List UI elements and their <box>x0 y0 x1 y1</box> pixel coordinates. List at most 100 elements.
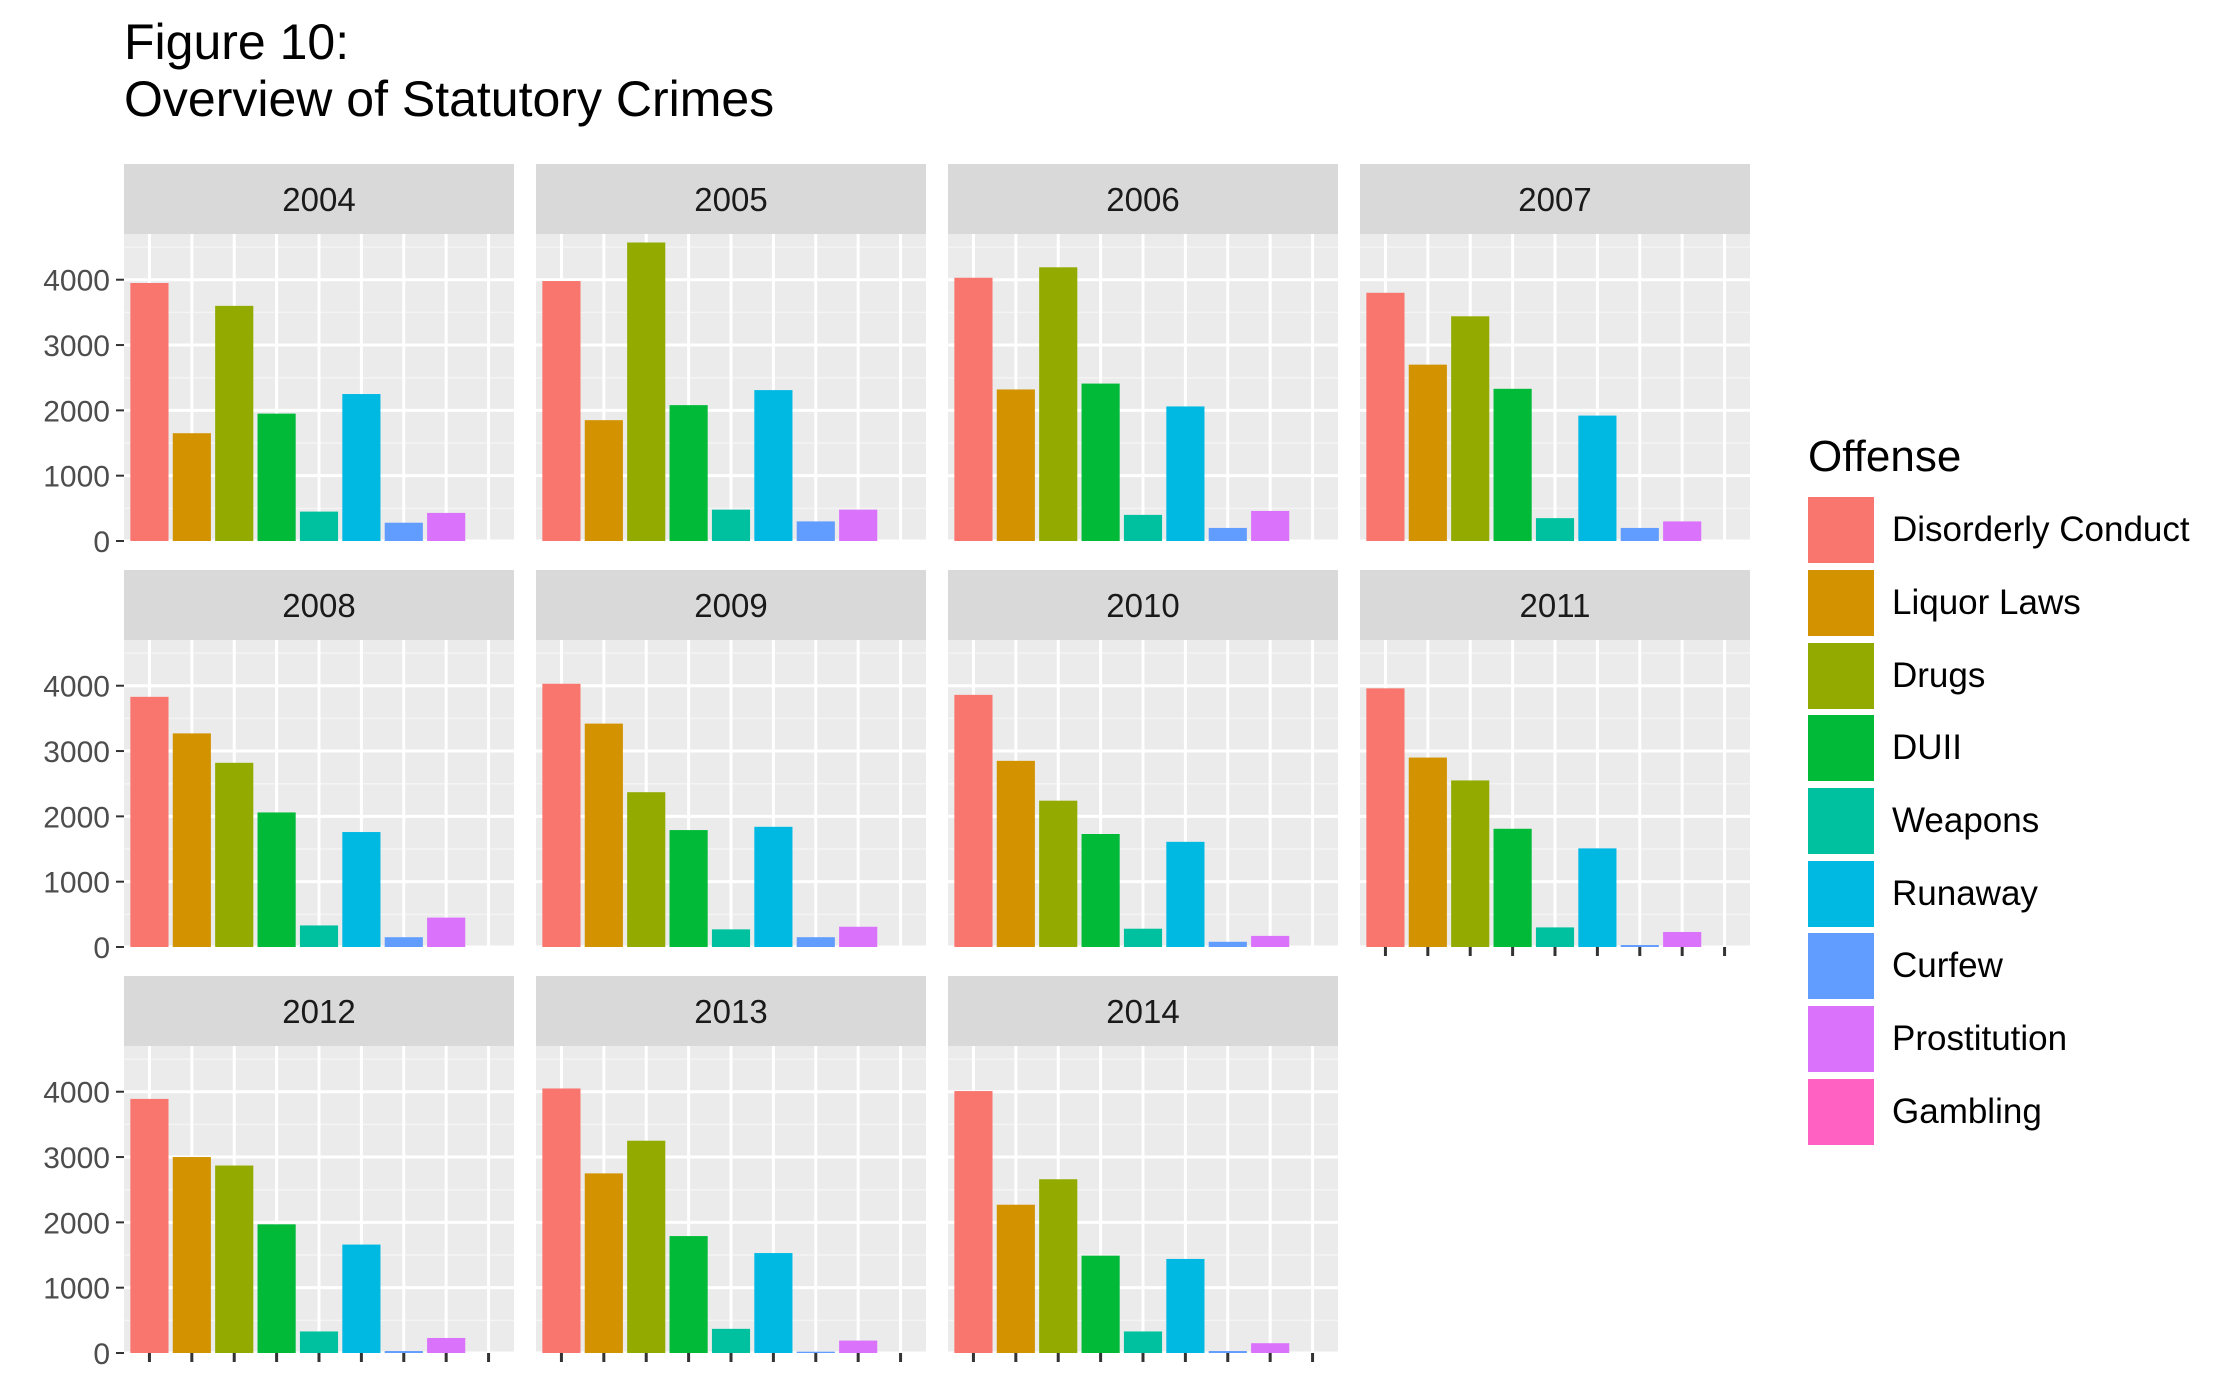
facet-strip-label: 2014 <box>1106 993 1179 1030</box>
y-tick-label: 0 <box>93 1338 110 1371</box>
bar <box>172 733 211 947</box>
legend-label: Liquor Laws <box>1892 583 2081 623</box>
bar <box>427 917 466 947</box>
bar <box>669 830 708 947</box>
bar <box>542 683 581 947</box>
facet-panel: 2012 0 1000 2000 3000 4000 <box>43 976 514 1371</box>
bar <box>954 277 993 541</box>
legend-item: Prostitution <box>1808 1003 2190 1076</box>
facet-strip <box>1360 164 1750 234</box>
legend-item: Disorderly Conduct <box>1808 494 2190 567</box>
bar <box>384 937 423 947</box>
bar <box>299 1331 339 1353</box>
bar <box>342 832 381 947</box>
bar <box>1251 935 1290 947</box>
bar <box>342 394 381 541</box>
bar <box>711 509 751 541</box>
bar <box>1123 928 1163 947</box>
facet-strip <box>948 976 1338 1046</box>
bar <box>1408 364 1447 541</box>
bar <box>1081 833 1120 947</box>
legend-label: Gambling <box>1892 1091 2042 1131</box>
bar <box>1578 415 1617 541</box>
legend-label: Weapons <box>1892 801 2040 841</box>
bar <box>1039 800 1078 947</box>
bar <box>754 390 793 541</box>
bar <box>627 792 666 947</box>
bar <box>130 282 169 541</box>
bar <box>215 762 254 947</box>
bar <box>1251 1343 1290 1353</box>
legend-label: DUII <box>1892 728 1962 768</box>
legend-item: Weapons <box>1808 785 2190 858</box>
bar <box>427 1337 466 1353</box>
facet-strip-label: 2004 <box>282 181 355 218</box>
facet-strip-label: 2009 <box>694 587 767 624</box>
bar <box>1451 316 1490 541</box>
legend-key <box>1808 570 1874 637</box>
legend-key <box>1808 642 1874 709</box>
bar <box>754 1253 793 1353</box>
bar <box>584 420 623 541</box>
bar <box>384 1351 423 1353</box>
facet-strip <box>124 164 514 234</box>
bar <box>257 812 296 947</box>
y-tick-label: 2000 <box>43 395 110 428</box>
bar <box>669 1236 708 1353</box>
facet-strip-label: 2011 <box>1520 587 1591 624</box>
bar <box>172 433 211 541</box>
facet-panel: 2014 <box>948 976 1338 1362</box>
bar <box>1166 841 1205 947</box>
facet-strip-label: 2005 <box>694 181 767 218</box>
bar <box>1535 927 1575 947</box>
bar <box>1578 848 1617 947</box>
bar <box>1039 267 1078 541</box>
legend-key <box>1808 788 1874 855</box>
facet-panel: 2010 <box>948 570 1338 949</box>
facet-strip-label: 2010 <box>1106 587 1179 624</box>
y-tick-label: 4000 <box>43 671 110 704</box>
facet-panel: 2006 <box>948 164 1338 543</box>
legend-item: Runaway <box>1808 857 2190 930</box>
y-tick-label: 3000 <box>43 330 110 363</box>
bar <box>1663 521 1702 541</box>
bar <box>796 1351 835 1353</box>
legend-key <box>1808 715 1874 782</box>
bar <box>427 512 466 541</box>
bar <box>839 1340 878 1353</box>
bar <box>299 925 339 947</box>
legend-items: Disorderly Conduct Liquor Laws Drugs DUII We… <box>1808 494 2190 1148</box>
bar <box>215 305 254 541</box>
chart-title-line-2: Overview of Statutory Crimes <box>124 71 775 127</box>
bar <box>1208 941 1247 947</box>
bar <box>1620 527 1659 541</box>
facet-grid: 2004 0 1000 2000 3000 4000 2005 2006 2007 2008 0 10… <box>43 164 1750 1371</box>
bar <box>1493 388 1532 541</box>
bar <box>1620 945 1659 947</box>
bar <box>1451 780 1490 947</box>
legend-key <box>1808 933 1874 1000</box>
facet-strip <box>536 164 926 234</box>
chart-title: Figure 10: Overview of Statutory Crimes <box>124 14 774 128</box>
facet-strip-label: 2012 <box>282 993 355 1030</box>
legend: Offense Disorderly Conduct Liquor Laws Dru… <box>1808 432 2190 1148</box>
y-tick-label: 1000 <box>43 461 110 494</box>
legend-key <box>1808 860 1874 927</box>
legend-title: Offense <box>1808 432 1962 481</box>
bar <box>627 1140 666 1353</box>
bar <box>839 926 878 947</box>
y-tick-label: 1000 <box>43 1273 110 1306</box>
bar <box>1366 688 1405 947</box>
legend-item: Curfew <box>1808 930 2190 1003</box>
bar <box>1081 1255 1120 1353</box>
bar <box>257 413 296 541</box>
bar <box>584 1173 623 1353</box>
bar <box>299 511 339 541</box>
facet-strip-label: 2007 <box>1518 181 1591 218</box>
bar <box>839 509 878 541</box>
legend-label: Runaway <box>1892 873 2038 913</box>
y-tick-label: 1000 <box>43 867 110 900</box>
legend-label: Disorderly Conduct <box>1892 510 2190 550</box>
y-tick-label: 0 <box>93 526 110 559</box>
bar <box>542 281 581 541</box>
